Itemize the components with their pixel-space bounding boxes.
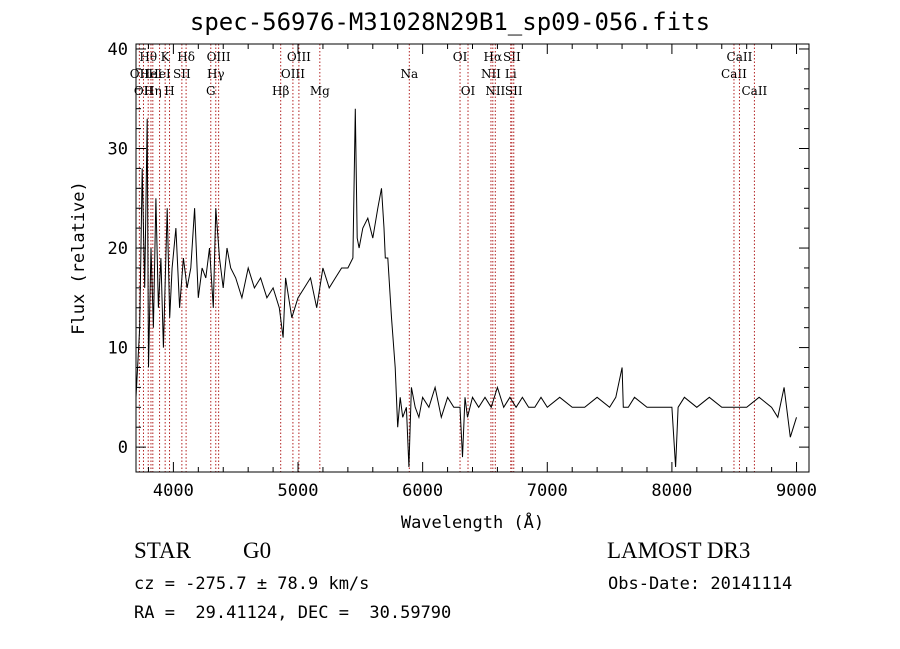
line-marker-label: Li bbox=[505, 67, 517, 81]
line-marker-label: OIII bbox=[281, 67, 305, 81]
line-markers: OIIOIIHθHeIHηHeIKHSIIHδGHγOIIIHβOIIIOIII… bbox=[130, 44, 768, 472]
line-marker-label: Mg bbox=[310, 84, 330, 98]
line-marker-label: OI bbox=[453, 50, 468, 64]
line-marker-label: H bbox=[164, 84, 174, 98]
survey-name: LAMOST DR3 bbox=[607, 538, 751, 563]
y-axis-label: Flux (relative) bbox=[69, 181, 89, 335]
line-marker-label: Hθ bbox=[139, 50, 157, 64]
x-tick-label: 5000 bbox=[278, 481, 319, 501]
line-marker-label: Na bbox=[400, 67, 418, 81]
line-marker-label: OII bbox=[130, 67, 150, 81]
plot-frame bbox=[135, 43, 810, 473]
line-marker-label: Hδ bbox=[177, 50, 195, 64]
chart-title: spec-56976-M31028N29B1_sp09-056.fits bbox=[189, 8, 711, 36]
line-marker-label: OI bbox=[461, 84, 476, 98]
line-marker-label: Hη bbox=[144, 84, 162, 98]
redshift-cz: cz = -275.7 ± 78.9 km/s bbox=[134, 574, 370, 594]
x-axis: 4000 5000 6000 7000 8000 9000 bbox=[147, 44, 817, 501]
line-marker-label: NII bbox=[481, 67, 501, 81]
line-marker-label: CaII bbox=[721, 67, 747, 81]
line-marker-label: Hγ bbox=[207, 67, 225, 81]
x-tick-label: 6000 bbox=[402, 481, 443, 501]
line-marker-label: SII bbox=[505, 84, 523, 98]
line-marker-label: OIII bbox=[207, 50, 231, 64]
line-marker-label: Hβ bbox=[272, 84, 289, 98]
line-marker-label: OIII bbox=[287, 50, 311, 64]
spectrum-line bbox=[135, 108, 797, 468]
obs-date: Obs-Date: 20141114 bbox=[608, 574, 793, 594]
line-marker-label: HeI bbox=[148, 67, 171, 81]
object-type: STAR bbox=[134, 538, 191, 563]
y-tick-label: 40 bbox=[108, 40, 128, 60]
line-marker-label: CaII bbox=[727, 50, 753, 64]
line-marker-label: SII bbox=[503, 50, 521, 64]
x-tick-label: 9000 bbox=[776, 481, 817, 501]
line-marker-label: HeI bbox=[140, 67, 163, 81]
y-tick-label: 20 bbox=[108, 239, 128, 259]
line-marker-label: G bbox=[206, 84, 216, 98]
object-subclass: G0 bbox=[243, 538, 272, 563]
x-tick-label: 7000 bbox=[527, 481, 568, 501]
ra-dec: RA = 29.41124, DEC = 30.59790 bbox=[134, 603, 452, 623]
y-axis: 0 10 20 30 40 bbox=[108, 40, 809, 458]
line-marker-label: Hα bbox=[484, 50, 503, 64]
line-marker-label: SII bbox=[173, 67, 191, 81]
x-tick-label: 8000 bbox=[651, 481, 692, 501]
y-tick-label: 10 bbox=[108, 339, 128, 359]
line-marker-label: CaII bbox=[741, 84, 767, 98]
line-marker-label: K bbox=[161, 50, 171, 64]
y-tick-label: 0 bbox=[118, 438, 128, 458]
x-axis-label: Wavelength (Å) bbox=[401, 511, 544, 533]
y-tick-label: 30 bbox=[108, 140, 128, 160]
line-marker-label: NII bbox=[485, 84, 505, 98]
x-tick-label: 4000 bbox=[153, 481, 194, 501]
